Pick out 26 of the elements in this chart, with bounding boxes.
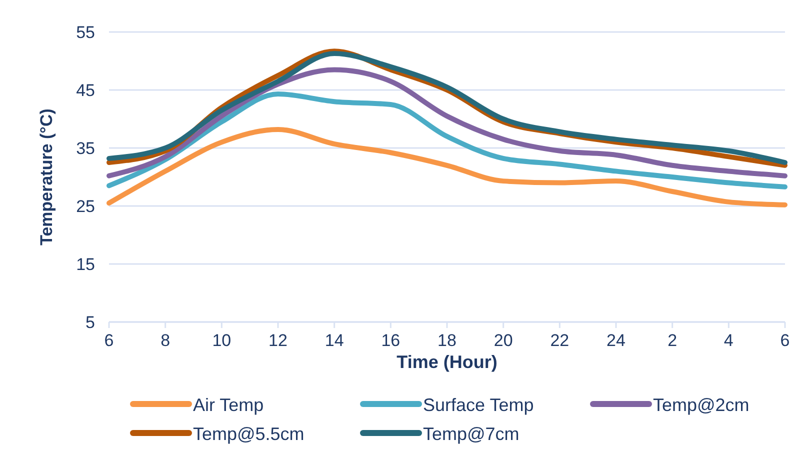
x-tick-label: 12 [268, 331, 288, 350]
x-tick-label: 14 [324, 331, 344, 350]
x-tick-label: 10 [212, 331, 232, 350]
y-tick-label: 35 [76, 139, 95, 158]
x-tick-label: 8 [160, 331, 170, 350]
y-tick-label: 55 [76, 23, 95, 42]
x-tick-label: 16 [381, 331, 400, 350]
x-tick-label: 22 [550, 331, 570, 350]
y-tick-label: 45 [76, 81, 95, 100]
y-axis-title: Temperature (°C) [37, 108, 56, 246]
y-tick-label: 5 [86, 313, 95, 332]
x-tick-label: 24 [606, 331, 626, 350]
x-tick-label: 20 [494, 331, 513, 350]
y-tick-label: 25 [76, 197, 95, 216]
x-tick-label: 18 [438, 331, 456, 350]
y-tick-label: 15 [76, 255, 95, 274]
x-tick-label: 4 [724, 331, 734, 350]
x-axis-title: Time (Hour) [396, 352, 498, 372]
legend-label: Temp@5.5cm [193, 424, 304, 444]
x-tick-label: 6 [104, 331, 114, 350]
x-tick-label: 2 [668, 331, 678, 350]
legend-label: Temp@2cm [653, 395, 750, 415]
legend-label: Temp@7cm [423, 424, 520, 444]
x-tick-label: 6 [780, 331, 790, 350]
legend-label: Surface Temp [423, 395, 534, 415]
legend-label: Air Temp [193, 395, 264, 415]
